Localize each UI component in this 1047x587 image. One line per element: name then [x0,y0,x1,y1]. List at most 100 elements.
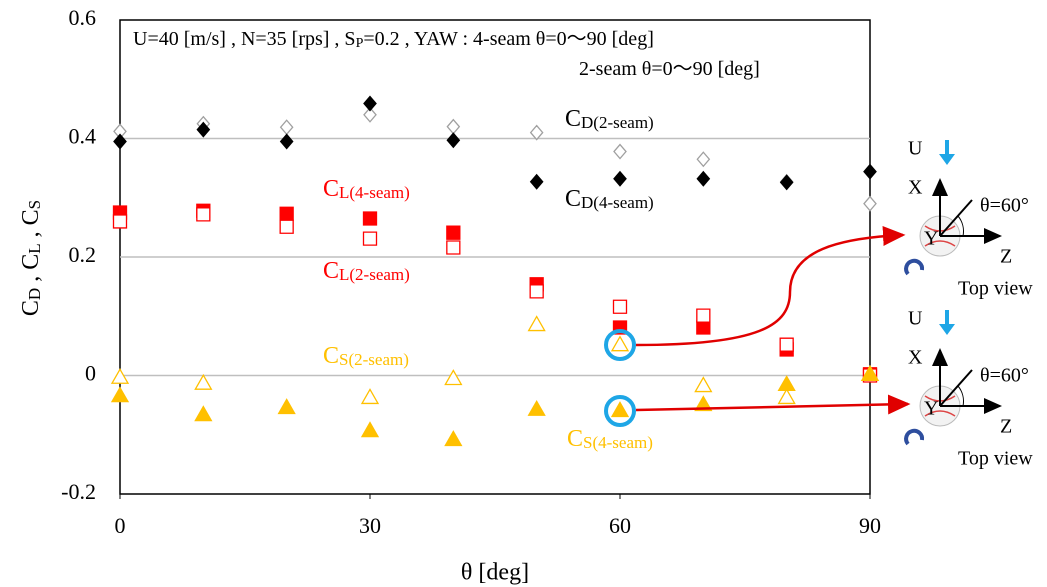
data-point [527,315,546,332]
diagram-label: Top view [958,448,1033,470]
data-point [529,173,544,190]
data-point [446,132,461,149]
data-point [696,320,711,335]
data-point [610,401,630,418]
data-point [279,119,294,136]
text-part: C [565,106,581,132]
y-tick-label: 0.2 [69,242,97,267]
flow-arrow [939,310,955,335]
data-point [696,151,711,168]
data-point [696,170,711,187]
data-point [194,373,213,390]
data-point [444,369,463,386]
subscript: S(2-seam) [339,350,409,369]
subscript: S [25,200,44,209]
subscript: L(4-seam) [339,183,410,202]
diagram-label: Z [1000,246,1012,268]
spin-icon [904,428,925,446]
data-point [612,299,628,314]
data-point [610,335,630,352]
series-label: CD(2-seam) [565,106,654,133]
series-label: CD(4-seam) [565,186,654,213]
data-point [363,95,377,112]
y-axis-title: CD , CL , CS [18,200,45,316]
data-point [194,405,213,422]
x-tick-label: 90 [859,513,881,538]
diagram-label: U [908,308,923,330]
data-point [279,219,294,234]
x-tick-label: 30 [359,513,381,538]
x-axis-title: θ [deg] [461,560,529,586]
y-tick-label: 0.6 [69,5,97,30]
data-point [110,386,130,403]
data-point [694,395,713,412]
text-part: C [567,426,583,452]
diagram-label: Top view [958,278,1033,300]
data-point [360,421,380,438]
diagram-label: θ=60° [980,365,1029,387]
data-point [863,163,877,180]
data-point [529,284,544,299]
text-part: C [323,258,339,284]
data-point [363,106,377,123]
data-point [777,388,796,405]
text-part: C [323,176,339,202]
data-point [696,308,711,323]
text-part: , C [18,254,44,288]
diagram-label: X [908,177,923,199]
series-label: CL(4-seam) [323,176,410,203]
annotation: 2-seam θ=0～90 [deg] [579,58,760,80]
diagram-label: U [908,138,923,160]
data-point [110,367,130,384]
data-point [446,240,461,255]
subscript: P [356,36,364,51]
diagram-label: Y [924,228,938,250]
diagram-label: θ=60° [980,195,1029,217]
data-point [446,118,461,135]
data-point [529,124,544,141]
subscript: S(4-seam) [583,433,653,452]
axis-line [939,199,973,237]
diagram-label: Z [1000,416,1012,438]
subscript: L [25,243,44,253]
subscript: D [25,288,44,300]
series-label: CL(2-seam) [323,258,410,285]
subscript: D(4-seam) [581,193,654,212]
diagram-label: Y [924,398,938,420]
data-point [279,133,294,150]
text-part: 2-seam θ=0～90 [deg] [579,58,760,80]
spin-icon [904,258,925,276]
text-part: C [18,300,44,316]
highlight-circle [604,329,636,361]
x-tick-label: 60 [609,513,631,538]
data-point [779,174,794,191]
highlight-circle [604,395,636,427]
flow-arrow [939,140,955,165]
data-point [613,143,627,160]
data-point [362,211,378,226]
data-point [113,133,127,150]
data-point [779,337,794,352]
text-part: C [323,343,339,369]
text-part: =0.2 , YAW : 4-seam θ=0～90 [deg] [363,28,654,50]
data-point [362,231,378,246]
callout-arrow [635,394,911,415]
data-point [613,170,627,187]
data-point [863,195,877,212]
data-point [360,388,380,405]
callout-arrow [635,225,906,347]
data-point [860,365,880,381]
series-label: CS(4-seam) [567,426,653,453]
x-tick-label: 0 [115,513,126,538]
data-point [777,375,796,392]
subscript: L(2-seam) [339,265,410,284]
angle-arc [957,215,964,237]
subscript: D(2-seam) [581,113,654,132]
data-point [446,225,461,240]
data-point [444,430,463,447]
text-part: , C [18,209,44,243]
y-tick-label: 0.4 [69,124,97,149]
angle-arc [957,385,964,407]
data-point [694,376,713,393]
